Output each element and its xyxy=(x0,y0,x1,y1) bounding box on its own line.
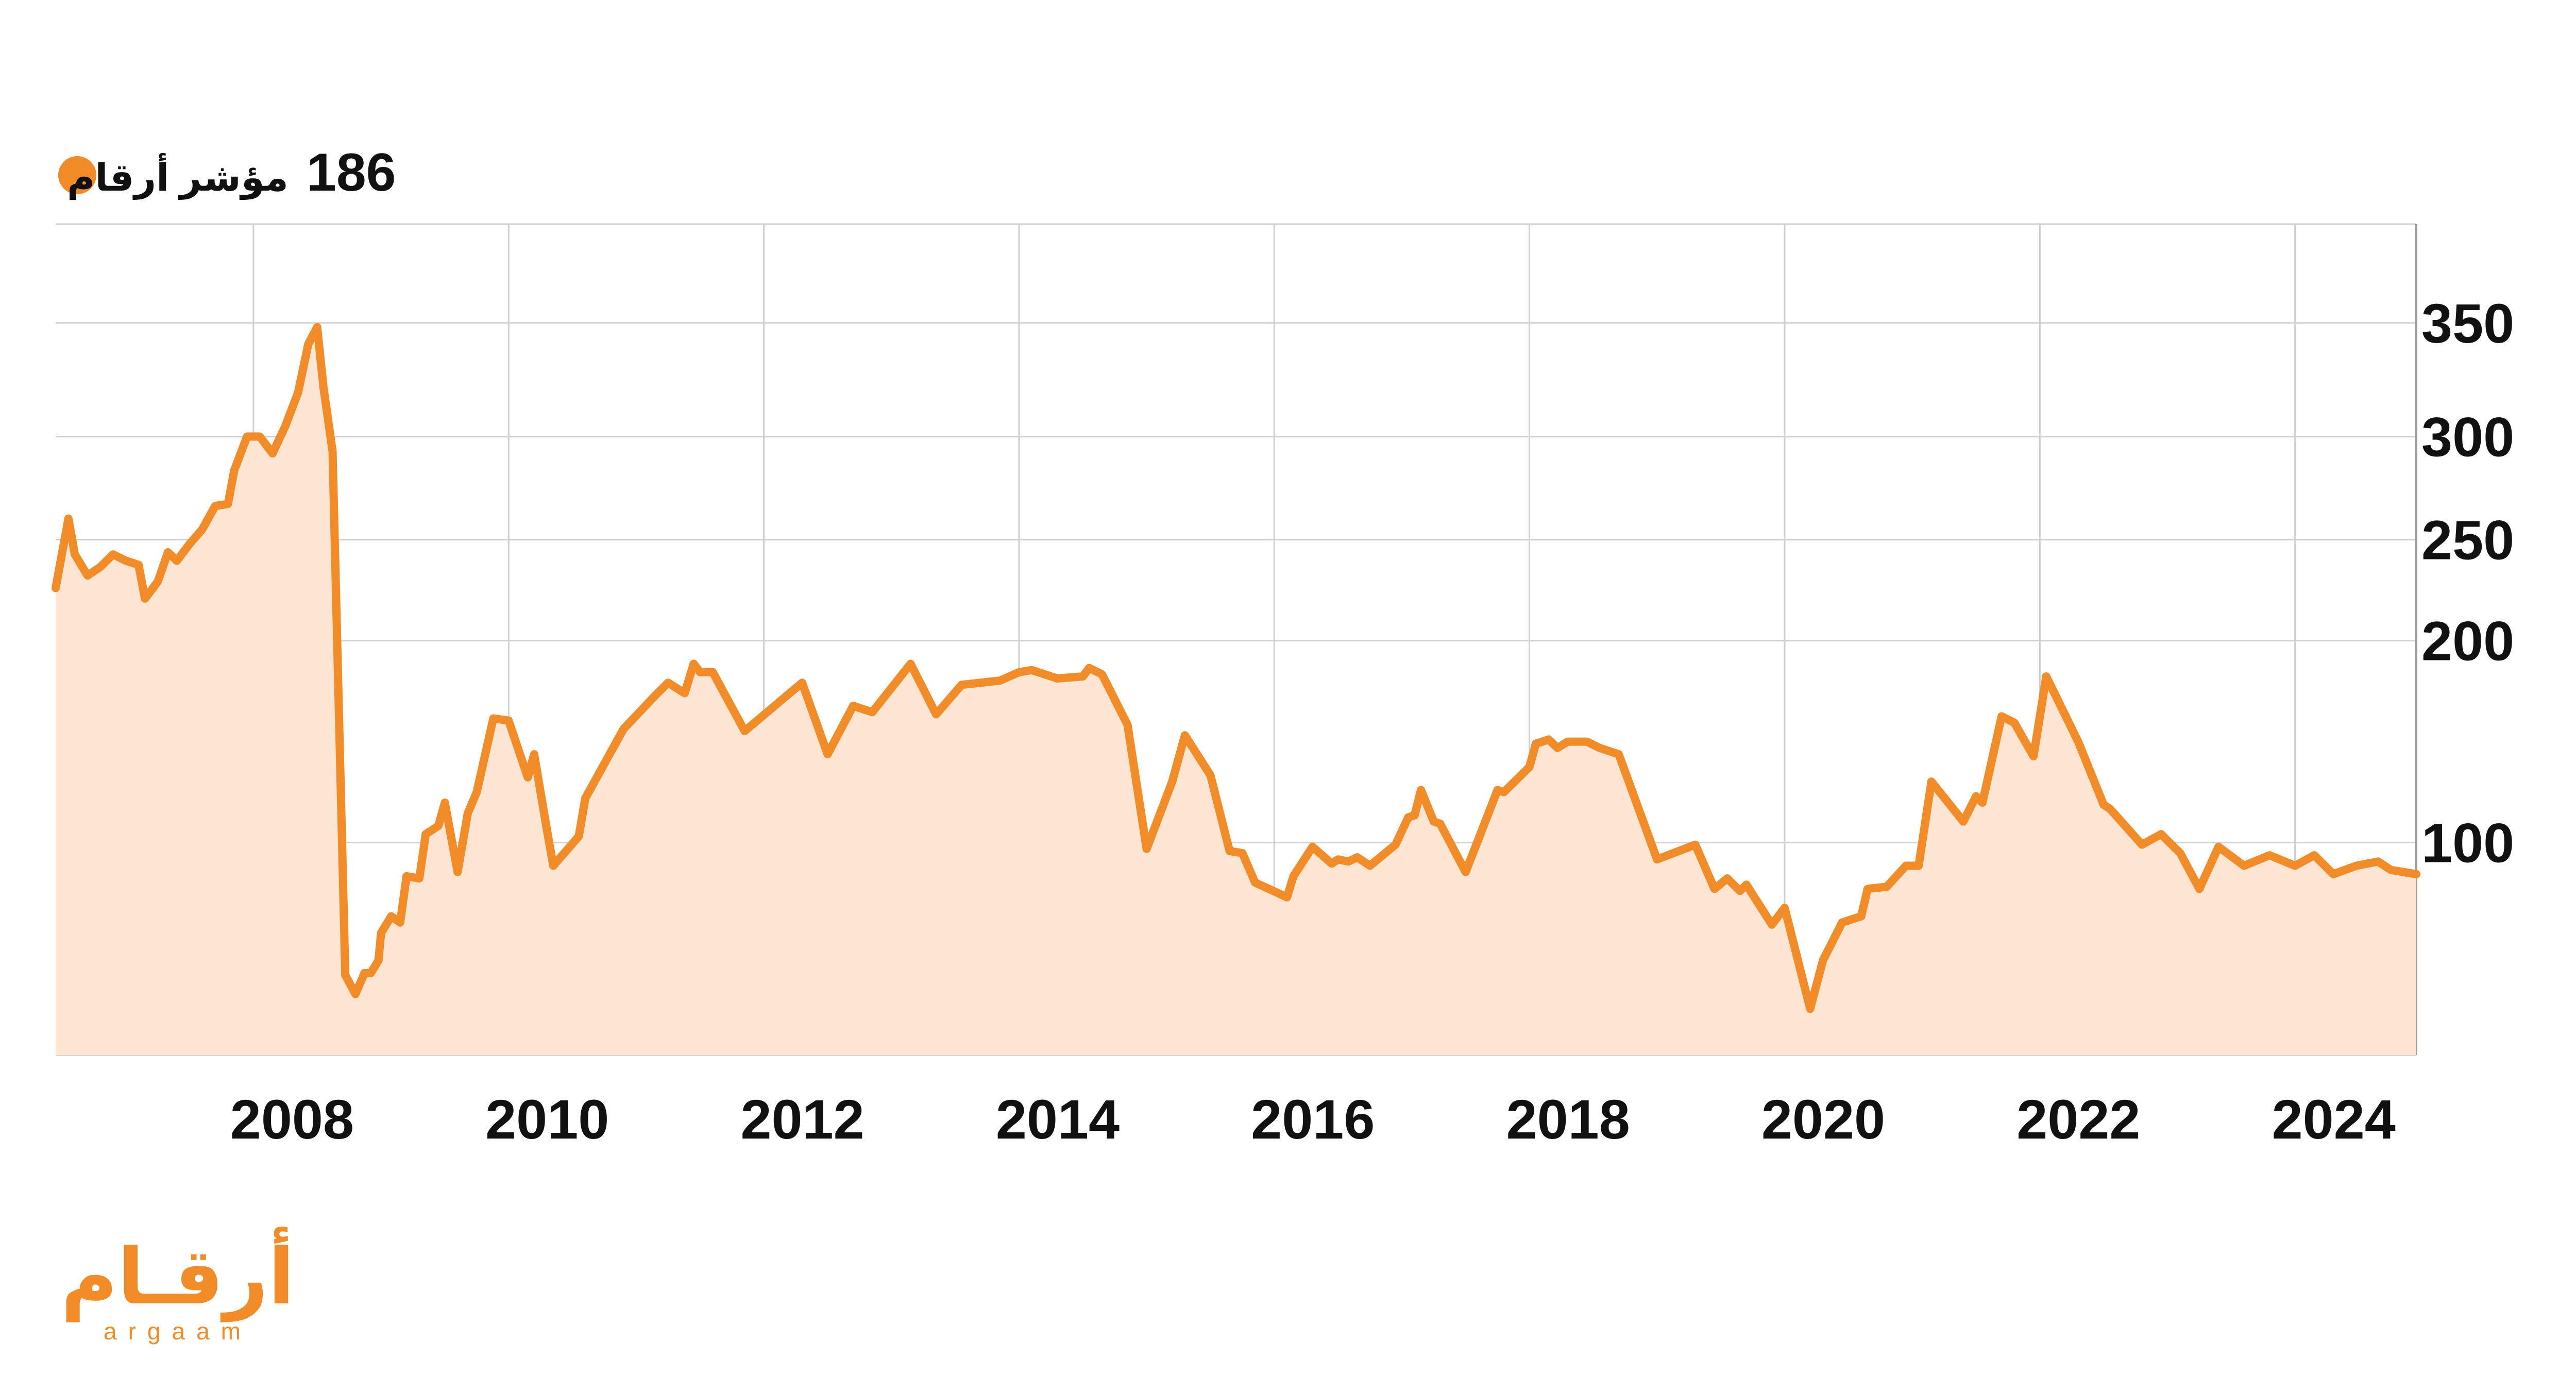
x-tick-label: 2016 xyxy=(1251,1088,1375,1150)
x-tick-label: 2012 xyxy=(740,1088,864,1150)
line-layer xyxy=(52,323,2420,1013)
logo-subtext: argaam xyxy=(104,1318,252,1345)
y-tick-label: 250 xyxy=(2421,509,2514,571)
area-layer xyxy=(56,327,2416,1055)
x-tick-label: 2010 xyxy=(485,1088,609,1150)
x-tick-label: 2018 xyxy=(1506,1088,1630,1150)
legend-value: 186 xyxy=(307,143,396,202)
x-tick-label: 2022 xyxy=(2016,1088,2140,1150)
y-tick-label: 300 xyxy=(2421,405,2514,468)
x-tick-label: 2020 xyxy=(1761,1088,1885,1150)
logo-text: أرقـام xyxy=(61,1227,295,1322)
x-tick-label: 2024 xyxy=(2272,1088,2396,1150)
series-line xyxy=(52,323,2420,1013)
legend-marker xyxy=(58,156,96,194)
axis-layer: 2008 2010 2012 2014 2016 2018 2020 2022 2024 100 2… xyxy=(230,292,2514,1150)
brand-logo: أرقـام argaam xyxy=(61,1227,295,1345)
legend: مؤشر أرقام 186 xyxy=(58,143,396,202)
x-tick-label: 2014 xyxy=(996,1088,1120,1150)
x-tick-label: 2008 xyxy=(230,1088,354,1150)
series-area xyxy=(56,327,2416,1055)
y-tick-label: 200 xyxy=(2421,610,2514,672)
legend-label: مؤشر أرقام xyxy=(67,152,289,200)
y-tick-label: 100 xyxy=(2421,812,2514,874)
y-tick-label: 350 xyxy=(2421,292,2514,354)
